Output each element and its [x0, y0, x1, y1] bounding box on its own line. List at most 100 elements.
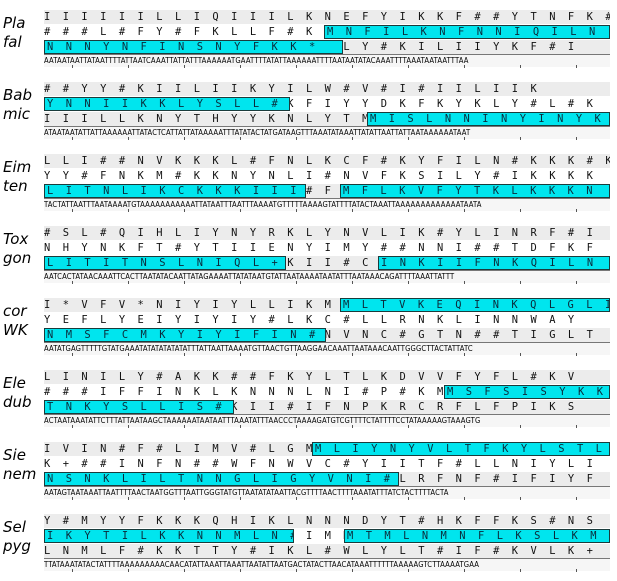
orf-highlight: N M S F C M K Y I Y I F I N #: [44, 328, 326, 342]
frame-tracks: # # Y Y # K I I L I I K Y I L W # V # I …: [44, 80, 610, 140]
dna-sequence: TACTATTAATTTAATAAAATGTAAAAAAAAAAATTATAAT…: [44, 198, 610, 211]
ruler-tick: [184, 209, 185, 212]
ruler-tick: [408, 209, 409, 212]
ruler-tick: [296, 281, 297, 284]
ruler-tick: [520, 137, 521, 140]
ruler-tick: [184, 497, 185, 500]
ruler-tick: [352, 353, 353, 356]
ruler-tick: [464, 65, 465, 68]
ruler-tick: [408, 65, 409, 68]
ruler-tick: [296, 209, 297, 212]
ruler-tick: [296, 497, 297, 500]
ruler-tick: [184, 425, 185, 428]
ruler-tick: [464, 137, 465, 140]
ruler-tick: [128, 209, 129, 212]
ruler-tick: [240, 497, 241, 500]
orf-highlight: M I S L N N I N Y I N Y K N: [367, 112, 610, 126]
ruler-tick: [352, 65, 353, 68]
dna-sequence: AATCACTATAACAAATTCACTTAATATACAATTATAGAAA…: [44, 270, 610, 283]
ruler-tick: [128, 425, 129, 428]
frame-row-1: I I I I I I L L I Q I I I L K N E F Y I …: [44, 10, 610, 24]
frame-tracks: # S L # Q I H L I Y N Y R K L Y N V L I …: [44, 224, 610, 284]
frame-row-1: # # Y Y # K I I L I I K Y I L W # V # I …: [44, 82, 610, 96]
ruler-tick: [240, 209, 241, 212]
ruler-tick: [408, 497, 409, 500]
ruler-tick: [520, 497, 521, 500]
ruler-tick: [240, 65, 241, 68]
ruler-tick: [520, 353, 521, 356]
ruler-tick: [128, 65, 129, 68]
species-abbr: pyg: [3, 537, 31, 555]
ruler-tick: [520, 569, 521, 572]
ruler-tick: [240, 137, 241, 140]
orf-highlight: I N K I I F N K Q I L N: [378, 256, 610, 270]
species-block-bab-mic: Bab mic # # Y Y # K I I L I I K Y I L W #…: [0, 80, 617, 140]
ruler-tick: [464, 497, 465, 500]
ruler-tick: [184, 65, 185, 68]
species-block-pla-fal: Pla fal I I I I I I L L I Q I I I L K N E…: [0, 8, 617, 68]
orf-highlight: N N N Y N F I N S N Y F K K *: [44, 40, 343, 54]
species-label: cor WK: [3, 302, 43, 340]
frame-row-1: L L I # # N V K K K L # F N L K C F # K …: [44, 154, 610, 168]
species-abbr: nem: [3, 465, 37, 483]
species-label: Ele dub: [3, 374, 43, 412]
ruler-tick: [296, 65, 297, 68]
genus-abbr: Sie: [3, 446, 26, 464]
ruler-tick: [464, 425, 465, 428]
ruler-tick: [128, 569, 129, 572]
ruler-tick: [352, 425, 353, 428]
species-label: Eim ten: [3, 158, 43, 196]
species-abbr: WK: [3, 321, 28, 339]
frame-row-1: # S L # Q I H L I Y N Y R K L Y N V L I …: [44, 226, 610, 240]
ruler-tick: [408, 281, 409, 284]
orf-highlight: L I T N L I K C K K K I I I #: [44, 184, 306, 198]
ruler-tick: [128, 353, 129, 356]
species-abbr: dub: [3, 393, 32, 411]
genus-abbr: Sel: [3, 518, 26, 536]
ruler-tick: [464, 209, 465, 212]
ruler-tick: [296, 569, 297, 572]
ruler-tick: [520, 425, 521, 428]
species-label: Tox gon: [3, 230, 43, 268]
ruler-tick: [520, 281, 521, 284]
ruler-tick: [72, 425, 73, 428]
frame-row-2: N H Y N K F T # Y T I I E N Y I M Y # # …: [44, 242, 596, 254]
ruler-tick: [576, 137, 577, 140]
ruler-tick: [296, 425, 297, 428]
species-block-eim-ten: Eim ten L L I # # N V K K K L # F N L K C…: [0, 152, 617, 212]
dna-sequence: AATATGAGTTTTTGTATGAAATATATATATATATTTATTA…: [44, 342, 610, 355]
orf-highlight: M L I Y N Y V L T F K Y L S T L: [312, 442, 610, 456]
ruler-tick: [184, 569, 185, 572]
ruler-tick: [576, 497, 577, 500]
ruler-tick: [464, 281, 465, 284]
ruler-tick: [296, 137, 297, 140]
frame-tracks: L L I # # N V K K K L # F N L K C F # K …: [44, 152, 610, 212]
frame-tracks: I I I I I I L L I Q I I I L K N E F Y I …: [44, 8, 610, 68]
ruler-tick: [576, 425, 577, 428]
orf-highlight: Y N N I I K K L Y S L L #: [44, 97, 290, 111]
dna-sequence: AATAATAATTATAATTTTATTAATCAAATTATTATTTAAA…: [44, 54, 610, 67]
ruler-tick: [72, 497, 73, 500]
ruler-tick: [128, 281, 129, 284]
species-label: Pla fal: [3, 14, 43, 52]
frame-row-2: Y E F L Y E I Y I Y I Y # L K C # L L R …: [44, 314, 578, 326]
ruler-tick: [240, 281, 241, 284]
ruler-tick: [72, 353, 73, 356]
species-block-ele-dub: Ele dub L I N I L Y # A K K # # F K Y L T…: [0, 368, 617, 428]
genus-abbr: Bab: [3, 86, 33, 104]
frame-tracks: Y # M Y Y F K K K Q H I K L N N N D Y T …: [44, 512, 610, 572]
species-abbr: gon: [3, 249, 32, 267]
orf-highlight: L I T I T N S L N I Q L +: [44, 256, 286, 270]
species-block-tox-gon: Tox gon # S L # Q I H L I Y N Y R K L Y N…: [0, 224, 617, 284]
frame-row-1: L I N I L Y # A K K # # F K Y L T L K D …: [44, 370, 610, 384]
orf-highlight: N S N K L I L T N N G L I G Y V N I #: [44, 472, 399, 486]
ruler-tick: [520, 65, 521, 68]
species-block-sel-pyg: Sel pyg Y # M Y Y F K K K Q H I K L N N N…: [0, 512, 617, 572]
ruler-tick: [352, 281, 353, 284]
dna-sequence: ACTAATAAATATTCTTTATTAATAAGCTAAAAAATAATAA…: [44, 414, 610, 427]
dna-sequence: TTATAAATATACTATTTTAAAAAAAAACAACATATTAAAT…: [44, 558, 610, 571]
ruler-tick: [72, 65, 73, 68]
species-block-cor-wk: cor WK I * V F V * N I Y I Y L L I K M L …: [0, 296, 617, 356]
species-label: Sie nem: [3, 446, 43, 484]
